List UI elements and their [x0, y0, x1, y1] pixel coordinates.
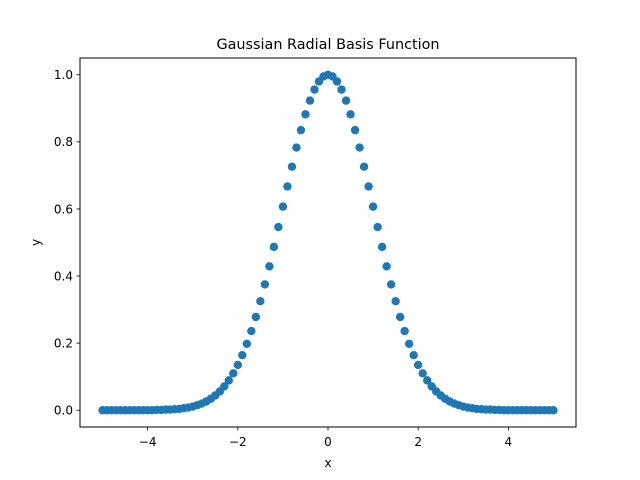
data-point	[359, 162, 369, 171]
data-point	[224, 376, 233, 385]
data-point	[350, 125, 360, 135]
data-point	[373, 222, 382, 232]
data-point	[251, 312, 261, 322]
data-point	[409, 351, 418, 360]
data-point	[292, 143, 301, 152]
data-point	[423, 376, 432, 385]
data-point	[382, 262, 391, 271]
data-point	[274, 222, 283, 232]
x-tick-label: −4	[139, 435, 157, 449]
data-point	[301, 110, 310, 119]
x-axis-label: x	[324, 456, 331, 470]
axis-ticks: −4 −2 0 2 4 0.0 0.2 0.4 0.6 0.8 1.0	[54, 68, 512, 449]
data-point	[229, 369, 238, 378]
y-tick-label: 0.0	[54, 404, 73, 418]
data-point	[238, 351, 247, 360]
data-point	[549, 406, 558, 415]
data-points	[98, 70, 558, 415]
data-point	[256, 297, 265, 306]
data-point	[368, 202, 378, 211]
data-point	[310, 85, 319, 94]
data-point	[269, 242, 279, 252]
plot-area-frame	[79, 57, 577, 428]
x-tick-label: 0	[324, 435, 332, 449]
data-point	[413, 360, 423, 370]
chart-title: Gaussian Radial Basis Function	[216, 37, 439, 53]
data-point	[341, 96, 351, 105]
data-point	[220, 382, 229, 391]
data-point	[386, 280, 396, 289]
y-tick-label: 0.8	[54, 135, 73, 149]
data-point	[287, 162, 297, 171]
data-point	[305, 96, 315, 105]
data-point	[364, 182, 373, 191]
x-tick-label: 4	[505, 435, 513, 449]
data-point	[404, 339, 414, 349]
data-point	[346, 110, 355, 119]
data-point	[260, 280, 270, 289]
data-point	[265, 262, 274, 271]
data-point	[233, 360, 243, 370]
data-point	[337, 85, 346, 94]
data-point	[377, 242, 387, 252]
data-point	[395, 312, 405, 322]
data-point	[355, 143, 364, 152]
data-point	[332, 77, 342, 86]
data-point	[278, 202, 288, 211]
data-point	[283, 182, 292, 191]
data-point	[242, 339, 252, 349]
data-point	[400, 326, 409, 336]
y-tick-label: 1.0	[54, 68, 73, 82]
x-tick-label: −2	[229, 435, 247, 449]
data-point	[296, 125, 306, 135]
x-tick-label: 2	[414, 435, 422, 449]
data-point	[391, 297, 400, 306]
y-tick-label: 0.6	[54, 202, 73, 216]
data-point	[247, 326, 256, 336]
y-tick-label: 0.4	[54, 269, 73, 283]
y-axis-label: y	[29, 239, 43, 246]
data-point	[418, 369, 427, 378]
y-tick-label: 0.2	[54, 336, 73, 350]
